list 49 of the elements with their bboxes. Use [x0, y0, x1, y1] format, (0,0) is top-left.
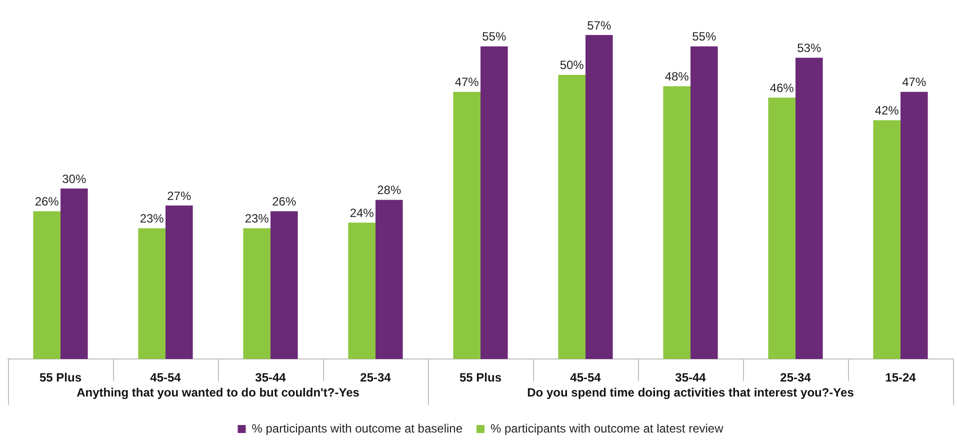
data-label: 55% [482, 30, 506, 44]
data-label: 42% [874, 104, 900, 118]
bar [33, 211, 60, 359]
bar [796, 58, 823, 359]
bar [480, 46, 508, 359]
data-label: 23% [140, 212, 164, 226]
data-label: 24% [350, 206, 374, 220]
data-label: 46% [770, 80, 794, 95]
bar [558, 74, 586, 359]
bar [586, 35, 613, 359]
x-tick-label: 35-44 [255, 370, 286, 385]
x-tick-label: 15-24 [885, 370, 916, 385]
bar [243, 228, 270, 359]
bar [663, 86, 690, 359]
data-label: 47% [902, 75, 926, 90]
x-tick-label: 25-34 [360, 370, 392, 385]
text: Anything that you wanted to do but couldn't?-Yes [76, 385, 360, 400]
bar [270, 211, 298, 359]
legend-label: % participants with outcome at latest review [490, 421, 724, 436]
x-tick-label: 55 Plus [459, 370, 502, 385]
data-label: 26% [34, 194, 60, 209]
data-label: 23% [244, 212, 270, 226]
bar [873, 120, 900, 359]
x-tick-label: 55 Plus [39, 370, 82, 385]
legend-label: % participants with outcome at baseline [252, 421, 463, 436]
data-label: 48% [664, 70, 690, 84]
x-tick-label: 35-44 [675, 370, 706, 385]
data-label: 50% [560, 58, 584, 72]
x-tick-label: 45-54 [570, 370, 602, 385]
bar [900, 92, 928, 359]
x-tick-label: 25-34 [780, 370, 812, 385]
x-tick-label: 45-54 [150, 370, 182, 385]
bar [166, 206, 193, 359]
bar [60, 188, 88, 359]
data-label: 47% [454, 75, 480, 90]
bar [138, 228, 166, 359]
data-label: 27% [167, 188, 192, 203]
bar [690, 46, 718, 359]
bar [348, 222, 376, 359]
data-label: 53% [797, 41, 822, 56]
bar [453, 92, 480, 359]
data-label: 26% [272, 194, 296, 209]
data-label: 28% [377, 183, 402, 198]
data-label: 57% [587, 18, 612, 32]
data-label: 55% [692, 30, 716, 44]
data-label: 30% [62, 172, 86, 186]
text: Do you spend time doing activities that interest you?-Yes [527, 385, 854, 400]
bar [768, 98, 796, 359]
bar [376, 200, 403, 359]
